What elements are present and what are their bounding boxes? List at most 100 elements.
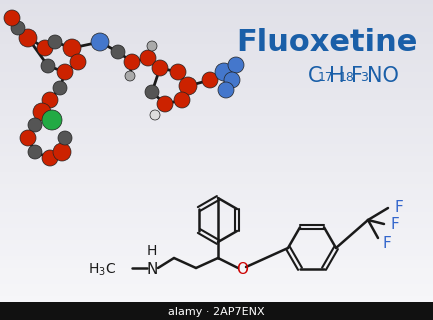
Bar: [0, 188, 433, 193]
Text: H: H: [147, 244, 157, 258]
Bar: [0, 44, 433, 49]
Bar: [0, 128, 433, 133]
Bar: [0, 156, 433, 161]
Circle shape: [157, 96, 173, 112]
Circle shape: [124, 54, 140, 70]
Bar: [0, 288, 433, 293]
Bar: [0, 236, 433, 241]
Bar: [0, 252, 433, 257]
Bar: [0, 168, 433, 173]
Circle shape: [42, 150, 58, 166]
Bar: [0, 140, 433, 145]
Bar: [0, 112, 433, 117]
Bar: [0, 204, 433, 209]
Bar: [0, 244, 433, 249]
Bar: [0, 260, 433, 265]
Bar: [0, 208, 433, 213]
Circle shape: [145, 85, 159, 99]
Text: alamy · 2AP7ENX: alamy · 2AP7ENX: [168, 307, 264, 317]
Text: H: H: [329, 66, 345, 86]
Bar: [0, 12, 433, 17]
Circle shape: [33, 103, 51, 121]
Circle shape: [57, 64, 73, 80]
Bar: [0, 120, 433, 125]
Circle shape: [28, 145, 42, 159]
Circle shape: [63, 39, 81, 57]
Bar: [0, 280, 433, 285]
Circle shape: [202, 72, 218, 88]
Bar: [0, 216, 433, 221]
Circle shape: [152, 60, 168, 76]
Bar: [0, 28, 433, 33]
Circle shape: [228, 57, 244, 73]
Bar: [0, 224, 433, 229]
Bar: [0, 108, 433, 113]
Circle shape: [11, 21, 25, 35]
Bar: [0, 192, 433, 197]
Bar: [0, 96, 433, 101]
Bar: [0, 220, 433, 225]
Text: 17: 17: [318, 71, 334, 84]
Circle shape: [170, 64, 186, 80]
Bar: [0, 240, 433, 245]
Bar: [0, 8, 433, 13]
Bar: [0, 20, 433, 25]
Bar: [0, 256, 433, 261]
Bar: [0, 292, 433, 297]
Bar: [0, 48, 433, 53]
Text: NO: NO: [367, 66, 399, 86]
Bar: [0, 172, 433, 177]
Bar: [0, 176, 433, 181]
Bar: [0, 116, 433, 121]
Bar: [0, 248, 433, 253]
Bar: [0, 272, 433, 277]
Bar: [0, 104, 433, 109]
Bar: [0, 4, 433, 9]
Circle shape: [218, 82, 234, 98]
Text: F: F: [391, 217, 400, 231]
Text: O: O: [236, 262, 248, 277]
Bar: [0, 312, 433, 317]
Bar: [0, 232, 433, 237]
Bar: [0, 40, 433, 45]
Bar: [0, 132, 433, 137]
Circle shape: [19, 29, 37, 47]
Bar: [0, 36, 433, 41]
Bar: [0, 200, 433, 205]
Bar: [0, 212, 433, 217]
Circle shape: [4, 10, 20, 26]
Bar: [0, 92, 433, 97]
Circle shape: [37, 40, 53, 56]
Circle shape: [179, 77, 197, 95]
Bar: [0, 264, 433, 269]
Circle shape: [58, 131, 72, 145]
Circle shape: [224, 72, 240, 88]
Bar: [0, 52, 433, 57]
Text: 3: 3: [360, 71, 368, 84]
Circle shape: [150, 110, 160, 120]
Bar: [0, 56, 433, 61]
Bar: [0, 64, 433, 69]
Bar: [0, 228, 433, 233]
Circle shape: [147, 41, 157, 51]
Bar: [0, 300, 433, 305]
Text: Fluoxetine: Fluoxetine: [236, 28, 418, 57]
Text: H$_3$C: H$_3$C: [88, 262, 116, 278]
Circle shape: [53, 143, 71, 161]
Circle shape: [215, 63, 233, 81]
Bar: [0, 302, 433, 320]
Bar: [0, 72, 433, 77]
Bar: [0, 180, 433, 185]
Bar: [0, 32, 433, 37]
Circle shape: [70, 54, 86, 70]
Bar: [0, 196, 433, 201]
Bar: [0, 284, 433, 289]
Circle shape: [28, 118, 42, 132]
Bar: [0, 84, 433, 89]
Bar: [0, 152, 433, 157]
Circle shape: [41, 59, 55, 73]
Bar: [0, 0, 433, 5]
Bar: [0, 24, 433, 29]
Text: 18: 18: [339, 71, 355, 84]
Circle shape: [174, 92, 190, 108]
